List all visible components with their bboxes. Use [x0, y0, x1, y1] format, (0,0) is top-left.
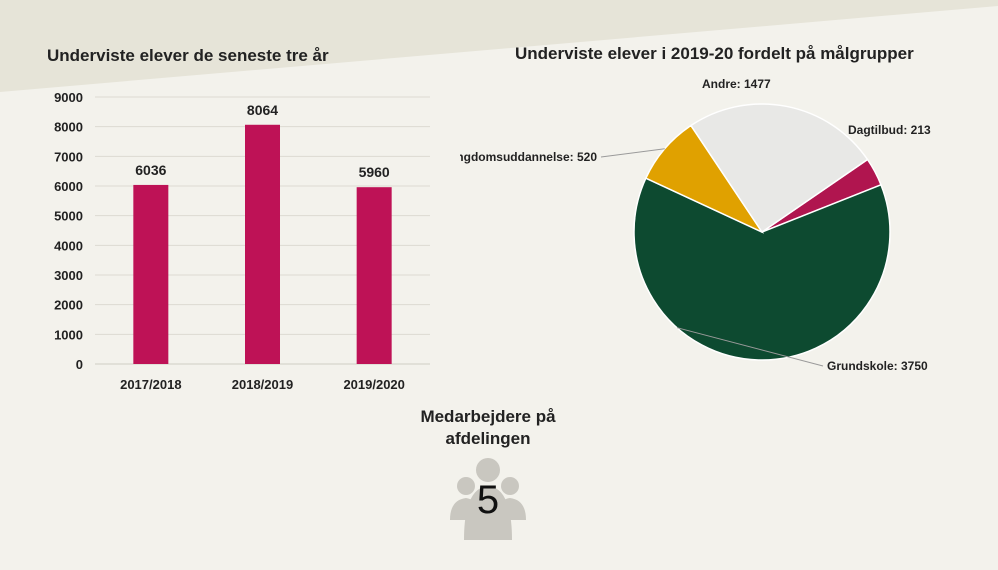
pie-slice-grundskole [633, 177, 891, 361]
y-tick-label: 8000 [54, 120, 83, 135]
y-tick-label: 7000 [54, 149, 83, 164]
people-group-icon [450, 458, 526, 540]
bar-data-label: 8064 [247, 102, 278, 118]
pie-label-dagtilbud: Dagtilbud: 213 [848, 123, 931, 137]
staff-count: 5 [476, 478, 500, 522]
bar-data-label: 5960 [359, 164, 390, 180]
y-tick-label: 1000 [54, 327, 83, 342]
x-tick-label: 2019/2020 [343, 377, 404, 392]
x-tick-label: 2017/2018 [120, 377, 181, 392]
bar-chart: 0 1000 2000 3000 4000 5000 6000 7000 8000 9000 603… [54, 90, 430, 392]
bar-2018-2019 [245, 124, 280, 364]
leader-line [600, 148, 665, 158]
bar-data-label: 6036 [135, 162, 166, 178]
staff-title: Medarbejdere på afdelingen [420, 407, 556, 448]
bar-2019-2020 [356, 187, 392, 364]
y-tick-label: 9000 [54, 90, 83, 105]
bar-chart-title: Underviste elever de seneste tre år [47, 46, 329, 65]
y-tick-label: 5000 [54, 209, 83, 224]
pie-chart: Dagtilbud: 213 Grundskole: 3750 Ungdomsudd… [460, 77, 931, 373]
pie-label-andre: Andre: 1477 [702, 77, 771, 91]
pie-slice-andre [689, 103, 869, 234]
y-tick-label: 4000 [54, 238, 83, 253]
y-tick-label: 2000 [54, 298, 83, 313]
y-tick-label: 6000 [54, 179, 83, 194]
bar-2017-2018 [133, 184, 169, 364]
pie-label-grundskole: Grundskole: 3750 [827, 359, 928, 373]
y-tick-label: 0 [76, 357, 83, 372]
pie-label-ungdom: Ungdomsuddannelse: 520 [460, 150, 597, 164]
pie-chart-title: Underviste elever i 2019-20 fordelt på m… [515, 44, 914, 63]
leader-line [676, 327, 824, 367]
y-tick-label: 3000 [54, 268, 83, 283]
x-tick-label: 2018/2019 [232, 377, 293, 392]
